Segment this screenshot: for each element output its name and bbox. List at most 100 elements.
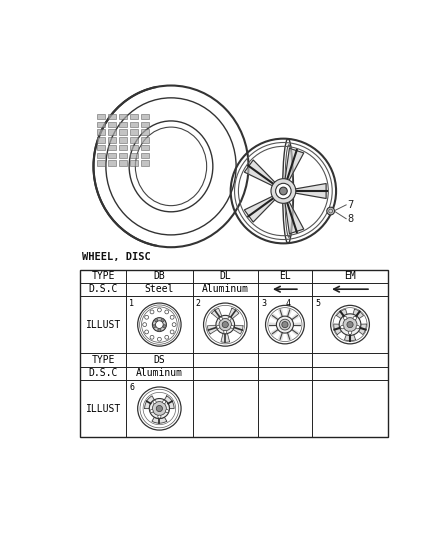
Circle shape xyxy=(163,325,166,328)
Polygon shape xyxy=(293,323,300,326)
Circle shape xyxy=(155,321,163,328)
Bar xyxy=(97,145,105,150)
Polygon shape xyxy=(285,148,304,182)
Circle shape xyxy=(348,331,352,334)
Polygon shape xyxy=(334,324,342,335)
Circle shape xyxy=(158,415,161,418)
Circle shape xyxy=(347,321,353,328)
Bar xyxy=(119,137,127,142)
Circle shape xyxy=(216,316,235,334)
Polygon shape xyxy=(336,309,347,319)
Bar xyxy=(130,152,138,158)
Circle shape xyxy=(222,321,228,328)
Text: DS: DS xyxy=(153,355,165,365)
Polygon shape xyxy=(269,323,277,326)
Circle shape xyxy=(155,319,158,322)
Polygon shape xyxy=(291,328,298,335)
Text: 2: 2 xyxy=(196,299,201,308)
Text: 5: 5 xyxy=(315,299,320,308)
Bar xyxy=(97,160,105,166)
Circle shape xyxy=(143,322,147,327)
Bar xyxy=(119,114,127,119)
Circle shape xyxy=(158,328,161,332)
Text: 4: 4 xyxy=(286,299,291,308)
Circle shape xyxy=(271,179,296,203)
Bar xyxy=(130,130,138,135)
Circle shape xyxy=(162,400,166,403)
Text: 7: 7 xyxy=(348,200,354,210)
Circle shape xyxy=(150,310,154,314)
Circle shape xyxy=(145,316,148,319)
Circle shape xyxy=(170,330,174,334)
Bar xyxy=(97,152,105,158)
Polygon shape xyxy=(244,196,276,222)
Bar xyxy=(119,152,127,158)
Bar xyxy=(130,145,138,150)
Text: EL: EL xyxy=(279,271,291,281)
Circle shape xyxy=(150,335,154,339)
Bar xyxy=(97,114,105,119)
Circle shape xyxy=(279,187,287,195)
Text: WHEEL, DISC: WHEEL, DISC xyxy=(82,252,151,262)
Text: Aluminum: Aluminum xyxy=(136,368,183,378)
Circle shape xyxy=(282,321,288,328)
Circle shape xyxy=(276,316,293,333)
Circle shape xyxy=(279,319,290,330)
Circle shape xyxy=(157,337,161,341)
Polygon shape xyxy=(344,334,356,341)
Circle shape xyxy=(219,317,223,320)
Circle shape xyxy=(228,317,231,320)
Bar xyxy=(80,270,388,438)
Text: D.S.C: D.S.C xyxy=(88,368,118,378)
Circle shape xyxy=(217,325,220,328)
Circle shape xyxy=(145,330,148,334)
Polygon shape xyxy=(285,200,304,233)
Bar xyxy=(141,137,148,142)
Circle shape xyxy=(353,317,357,320)
Polygon shape xyxy=(294,183,326,198)
Circle shape xyxy=(343,318,357,332)
Polygon shape xyxy=(272,328,279,335)
Bar xyxy=(130,114,138,119)
Polygon shape xyxy=(145,396,154,408)
Circle shape xyxy=(224,330,227,334)
Bar xyxy=(108,114,116,119)
Bar xyxy=(119,122,127,127)
Text: ILLUST: ILLUST xyxy=(85,403,121,414)
Bar xyxy=(141,160,148,166)
Polygon shape xyxy=(208,325,218,334)
Polygon shape xyxy=(286,310,291,318)
Text: 3: 3 xyxy=(261,299,266,308)
Circle shape xyxy=(219,318,231,331)
Circle shape xyxy=(276,183,291,199)
Bar xyxy=(108,137,116,142)
Bar xyxy=(130,122,138,127)
Circle shape xyxy=(153,400,156,403)
Circle shape xyxy=(231,325,234,328)
Bar xyxy=(119,160,127,166)
Circle shape xyxy=(152,318,166,332)
Polygon shape xyxy=(272,314,279,321)
Polygon shape xyxy=(212,308,222,319)
Polygon shape xyxy=(221,333,230,342)
Circle shape xyxy=(161,319,164,322)
Polygon shape xyxy=(279,332,283,340)
Text: EM: EM xyxy=(344,271,356,281)
Polygon shape xyxy=(229,308,239,319)
Polygon shape xyxy=(353,309,364,319)
Bar xyxy=(108,145,116,150)
Text: D.S.C: D.S.C xyxy=(88,284,118,294)
Text: Steel: Steel xyxy=(145,284,174,294)
Circle shape xyxy=(166,409,169,413)
Bar xyxy=(108,130,116,135)
Text: 6: 6 xyxy=(129,383,134,392)
Bar xyxy=(108,152,116,158)
Circle shape xyxy=(156,406,162,411)
Text: 1: 1 xyxy=(129,299,134,308)
Circle shape xyxy=(153,325,156,328)
Bar xyxy=(130,137,138,142)
Text: TYPE: TYPE xyxy=(92,355,115,365)
Bar xyxy=(97,130,105,135)
Circle shape xyxy=(356,326,360,329)
Circle shape xyxy=(152,401,166,415)
